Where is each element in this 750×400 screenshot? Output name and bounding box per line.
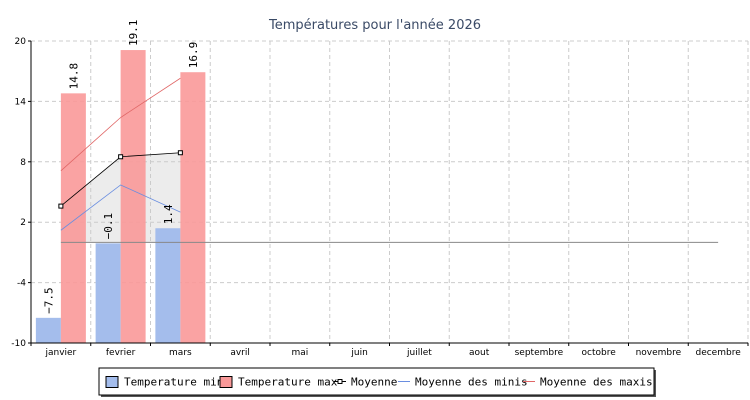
x-tick-label: juin: [350, 348, 367, 358]
data-label-max: 14.8: [67, 63, 80, 90]
mean-marker: [58, 203, 64, 209]
bar-temperature-max: [60, 93, 86, 343]
legend-label: Moyenne des minis: [415, 376, 528, 389]
legend-label: Moyenne des maxis: [540, 376, 653, 389]
series-lines: [58, 77, 719, 243]
bars: [35, 50, 206, 344]
data-label-min: 1.4: [162, 204, 175, 224]
legend-label: Temperature max: [238, 376, 338, 389]
data-label-max: 16.9: [187, 42, 200, 69]
legend-swatch: [105, 376, 119, 388]
x-tick-label: mars: [169, 348, 192, 358]
legend-label: Moyenne: [351, 376, 397, 389]
data-label-max: 19.1: [127, 20, 140, 47]
data-labels: −7.5 −0.1 1.4 14.8 19.1 16.9: [42, 20, 200, 314]
legend-swatch: [219, 376, 233, 388]
axes: -10 -4 2 8 14 20 janvier fevrier mars avril mai jui…: [11, 37, 749, 358]
y-tick-label: 8: [20, 158, 26, 168]
x-tick-label: octobre: [582, 348, 617, 358]
bar-temperature-min: [35, 317, 61, 343]
x-tick-label: decembre: [695, 348, 741, 358]
chart-title: Températures pour l'année 2026: [268, 18, 481, 33]
mean-marker: [177, 150, 183, 156]
x-tick-label: septembre: [515, 348, 564, 358]
x-tick-label: fevrier: [106, 348, 136, 358]
line-moyenne-maxis: [60, 77, 181, 172]
bar-temperature-min: [155, 228, 181, 343]
legend-marker: [337, 379, 343, 384]
y-tick-label: -10: [11, 339, 26, 349]
bar-temperature-max: [120, 50, 146, 344]
data-label-min: −0.1: [102, 213, 115, 240]
y-tick-label: 2: [20, 218, 26, 228]
y-tick-label: 20: [15, 37, 27, 47]
x-tick-label: juillet: [406, 348, 432, 358]
y-tick-label: 14: [15, 97, 27, 107]
x-tick-label: mai: [291, 348, 308, 358]
x-tick-label: aout: [469, 348, 490, 358]
grid: [31, 40, 749, 343]
bar-temperature-min: [95, 243, 121, 343]
x-tick-label: avril: [230, 348, 250, 358]
legend: Temperature min Temperature max Moyenne Moy…: [98, 367, 656, 397]
line-moyenne-minis: [60, 184, 181, 231]
legend-box: [98, 367, 655, 396]
bar-temperature-max: [180, 72, 206, 343]
legend-label: Temperature min: [124, 376, 223, 389]
mean-marker: [118, 154, 124, 160]
x-tick-label: janvier: [44, 348, 76, 358]
x-tick-label: novembre: [636, 348, 682, 358]
data-label-min: −7.5: [42, 287, 55, 314]
y-tick-label: -4: [17, 279, 26, 289]
